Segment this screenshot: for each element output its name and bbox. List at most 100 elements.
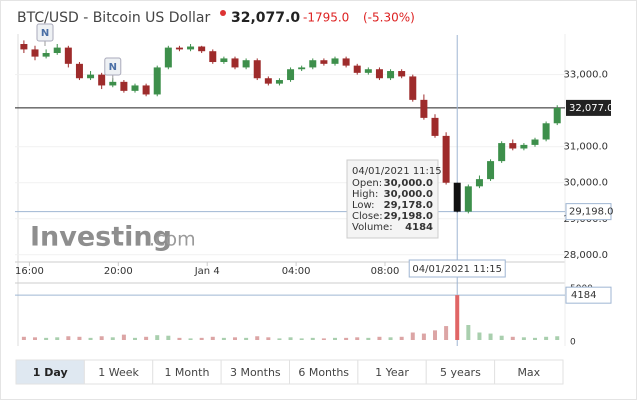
volume-bar — [388, 337, 393, 340]
candle-body — [509, 143, 517, 149]
y-tick-label: 33,000.0 — [563, 70, 608, 81]
candle-body — [498, 143, 506, 162]
last-price-label: 32,077.0 — [569, 103, 614, 114]
candle-body — [275, 80, 283, 84]
crosshair-y-label: 29,198.0 — [569, 207, 614, 218]
tooltip-row-label: Low: — [352, 200, 375, 211]
news-label: N — [41, 28, 49, 39]
tooltip-title: 04/01/2021 11:15 — [352, 166, 442, 177]
news-marker — [36, 23, 54, 42]
price: 32,077.0 — [231, 10, 300, 26]
candle-body — [375, 69, 383, 79]
volume-bar — [466, 325, 471, 340]
candle-body — [409, 76, 417, 100]
candle-body — [531, 139, 539, 145]
range-label[interactable]: Max — [517, 366, 540, 379]
range-label[interactable]: 1 Year — [375, 366, 409, 379]
x-tick-label: 08:00 — [371, 266, 400, 277]
candle-body — [475, 179, 483, 187]
chart-title: BTC/USD - Bitcoin US Dollar — [17, 10, 210, 26]
range-label[interactable]: 6 Months — [298, 366, 349, 379]
y-tick-label: 28,000.0 — [563, 250, 608, 261]
candle-body — [109, 81, 117, 86]
candle-body — [64, 47, 72, 64]
range-button[interactable] — [220, 359, 290, 385]
volume-bar — [433, 330, 437, 340]
candle-body — [542, 123, 550, 140]
crosshair-volume-box — [565, 286, 612, 304]
range-label[interactable]: 5 years — [440, 366, 481, 379]
volume-bar — [499, 335, 504, 340]
y-tick-label: 31,000.0 — [563, 142, 608, 153]
candle-body — [342, 58, 350, 66]
volume-bar — [277, 338, 282, 340]
candle-body — [209, 51, 217, 63]
candle-body — [75, 63, 83, 79]
volume-bar — [33, 337, 37, 340]
watermark-suffix: .com — [149, 229, 196, 251]
crosshair-y-box — [565, 203, 612, 221]
range-label[interactable]: 1 Day — [33, 366, 68, 379]
volume-bar — [333, 337, 337, 340]
candle-body — [287, 69, 295, 81]
crosshair-x-box — [408, 259, 506, 278]
volume-bar — [399, 336, 404, 340]
volume-bar — [88, 337, 93, 340]
change-pct: (-5.30%) — [363, 11, 415, 25]
volume-bar — [66, 336, 71, 340]
volume-bar — [177, 337, 182, 340]
candle-body — [53, 47, 61, 54]
x-tick-label: Jan 4 — [194, 266, 220, 277]
range-label[interactable]: 3 Months — [230, 366, 281, 379]
candle-body — [198, 46, 206, 52]
range-button[interactable] — [357, 359, 427, 385]
volume-bar — [199, 337, 204, 340]
volume-bar — [144, 336, 149, 340]
volume-bar — [510, 336, 515, 340]
candle-body — [264, 78, 272, 84]
last-price-box — [566, 99, 611, 116]
range-button[interactable] — [289, 359, 359, 385]
candle-body — [320, 60, 328, 64]
tooltip-row-value: 29,178.0 — [384, 200, 433, 211]
candle-body — [420, 99, 428, 118]
candle-body — [220, 58, 228, 63]
range-label[interactable]: 1 Month — [164, 366, 209, 379]
candle-body — [164, 47, 172, 68]
volume-bar — [488, 333, 493, 340]
range-label[interactable]: 1 Week — [98, 366, 139, 379]
candle-body — [87, 74, 95, 79]
volume-bar — [21, 336, 26, 340]
candle-body — [42, 53, 50, 57]
candle-body — [175, 47, 183, 50]
candle-body — [553, 107, 561, 124]
volume-bar — [355, 337, 360, 340]
x-tick-label: 20:00 — [104, 266, 133, 277]
volume-bar — [533, 337, 537, 340]
candle-body — [353, 65, 361, 73]
candle-body — [387, 71, 395, 79]
volume-bar — [255, 336, 260, 340]
volume-bar — [244, 337, 249, 340]
volume-bar — [299, 338, 304, 340]
range-button[interactable] — [494, 359, 564, 385]
tooltip-row-label: Open: — [352, 178, 382, 189]
volume-bar — [310, 337, 315, 340]
candle-body — [309, 60, 317, 68]
volume-bar — [266, 337, 271, 340]
candle-body — [364, 69, 372, 73]
candle-body — [398, 71, 406, 77]
volume-bar — [555, 336, 560, 340]
volume-bar — [221, 337, 226, 340]
news-label: N — [109, 62, 117, 73]
volume-bar — [321, 338, 326, 340]
candle-body — [20, 44, 28, 50]
tooltip — [346, 159, 439, 239]
volume-tick-label: 0 — [570, 338, 576, 348]
range-button[interactable] — [83, 359, 154, 385]
live-dot — [220, 10, 226, 16]
candle-body — [298, 67, 306, 70]
